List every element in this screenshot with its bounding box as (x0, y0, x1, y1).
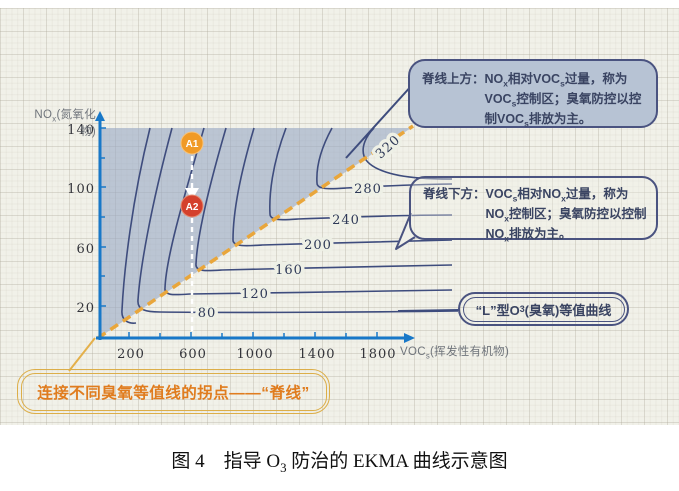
callout-below-ridge-text: 脊线下方：VOCs相对NOx过量，称为NOx控制区；臭氧防控以控制NOx排放为主… (423, 187, 647, 244)
callout-below-ridge: 脊线下方：VOCs相对NOx过量，称为NOx控制区；臭氧防控以控制NOx排放为主… (409, 176, 658, 243)
point-a1-label: A1 (186, 139, 199, 150)
callout-above-ridge-text: 脊线上方：NOx相对VOCs过量，称为VOCs控制区；臭氧防控以控制VOCs排放… (422, 72, 642, 129)
figure-caption: 图 4 指导 O3 防治的 EKMA 曲线示意图 (171, 451, 508, 475)
x-tick-600: 600 (179, 347, 207, 362)
x-tick-1400: 1400 (298, 347, 335, 362)
isopleth-label-240: 240 (332, 213, 360, 228)
reduction-arrowhead (185, 188, 199, 200)
callout-ridge-definition-text: 连接不同臭氧等值线的拐点——“脊线” (20, 372, 327, 411)
isopleth-120 (164, 127, 453, 296)
ridge-callout-connector (68, 337, 96, 372)
y-axis-arrowhead (95, 111, 105, 121)
y-tick-100: 100 (67, 182, 95, 197)
callout-isopleth-legend-text: “L”型O 3 (臭氧)等值曲线 (462, 296, 625, 322)
x-axis-arrowhead (404, 333, 415, 343)
callout-ridge-definition: 连接不同臭氧等值线的拐点——“脊线” (17, 369, 330, 414)
isopleth-200 (232, 127, 453, 247)
callout-isopleth-legend: “L”型O 3 (臭氧)等值曲线 (458, 292, 629, 326)
x-tick-1800: 1800 (359, 347, 396, 362)
y-tick-140: 140 (67, 123, 95, 138)
y-tick-60: 60 (76, 242, 95, 257)
isopleth-40 (121, 127, 151, 324)
y-tick-20: 20 (76, 301, 95, 316)
x-axis-ticks (128, 332, 378, 337)
isopleth-label-80: 80 (198, 306, 217, 321)
above-callout-connector (345, 83, 414, 159)
isopleth-320 (362, 127, 453, 180)
x-tick-200: 200 (117, 347, 145, 362)
isopleth-callout-connector (397, 309, 461, 312)
y-axis-title: NOx(氮氧化物) (34, 109, 96, 139)
axes (96, 117, 406, 340)
isopleth-label-280: 280 (354, 182, 382, 197)
y-axis-ticks (100, 127, 106, 307)
isopleth-160 (195, 127, 453, 272)
ridge-line (97, 124, 414, 340)
point-a2-label: A2 (186, 202, 199, 213)
point-a2: A2 (180, 194, 204, 218)
x-axis-title: VOCs(挥发性有机物) (400, 346, 510, 361)
x-tick-1000: 1000 (236, 347, 273, 362)
y-tick-labels: 140 100 60 20 (67, 123, 95, 316)
isopleth-label-120: 120 (241, 287, 269, 302)
isopleth-label-200: 200 (304, 238, 332, 253)
isopleth-label-160: 160 (275, 263, 303, 278)
ozone-isopleths (121, 127, 459, 324)
x-tick-labels: 200 600 1000 1400 1800 (117, 347, 396, 362)
point-a1: A1 (180, 131, 204, 155)
isopleth-80 (137, 127, 459, 314)
callout-above-ridge: 脊线上方：NOx相对VOCs过量，称为VOCs控制区；臭氧防控以控制VOCs排放… (408, 59, 658, 128)
isopleth-240 (269, 127, 453, 221)
